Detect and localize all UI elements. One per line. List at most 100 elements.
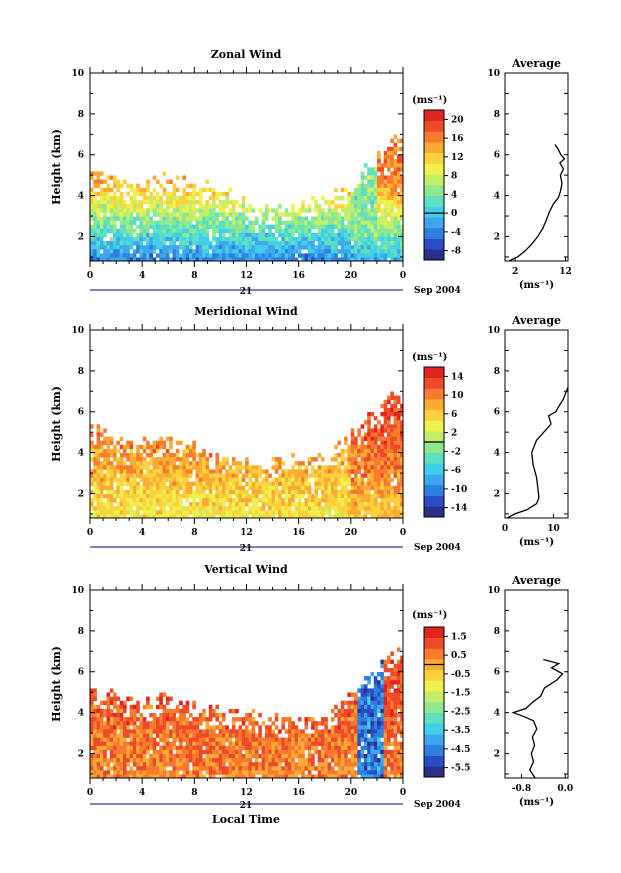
heatmap-cell: [162, 774, 167, 778]
heatmap-cell: [400, 448, 403, 454]
heatmap-cell: [370, 749, 375, 755]
heatmap-cell: [136, 700, 140, 706]
heatmap-cell: [116, 457, 120, 462]
heatmap-cell: [189, 749, 193, 755]
heatmap-cell: [330, 494, 335, 499]
heatmap-cell: [106, 461, 111, 466]
heatmap-cell: [185, 237, 190, 242]
heatmap-cell: [136, 457, 140, 462]
heatmap-cell: [390, 448, 394, 454]
date-label: Sep 2004: [414, 286, 461, 296]
heatmap-cell: [347, 457, 351, 462]
heatmap-cell: [208, 204, 213, 209]
heatmap-cell: [185, 708, 190, 714]
heatmap-cell: [159, 758, 163, 763]
heatmap-cell: [271, 514, 276, 518]
heatmap-cell: [261, 510, 266, 515]
heatmap-cell: [264, 212, 269, 217]
heatmap-cell: [255, 766, 259, 771]
heatmap-cell: [132, 704, 137, 710]
heatmap-cell: [274, 762, 279, 767]
heatmap-cell: [126, 249, 130, 254]
heatmap-cell: [119, 257, 124, 261]
heatmap-cell: [109, 506, 114, 511]
heatmap-cell: [304, 489, 309, 495]
heatmap-cell: [185, 469, 190, 474]
heatmap-cell: [185, 489, 190, 495]
heatmap-cell: [205, 733, 210, 738]
heatmap-cell: [156, 481, 160, 487]
heatmap-cell: [172, 208, 177, 213]
heatmap-cell: [288, 469, 292, 474]
heatmap-cell: [278, 457, 282, 462]
heatmap-cell: [347, 737, 351, 742]
heatmap-cell: [330, 249, 335, 254]
heatmap-cell: [93, 241, 97, 246]
heatmap-cell: [380, 179, 384, 184]
heatmap-cell: [123, 253, 127, 258]
heatmap-cell: [119, 453, 124, 458]
heatmap-cell: [175, 257, 180, 261]
heatmap-cell: [350, 237, 355, 242]
heatmap-cell: [363, 191, 368, 197]
heatmap-cell: [324, 758, 328, 763]
heatmap-cell: [175, 232, 180, 238]
heatmap-cell: [321, 232, 325, 238]
heatmap-cell: [139, 241, 144, 246]
heatmap-cell: [208, 498, 213, 503]
heatmap-cell: [189, 770, 193, 775]
heatmap-cell: [113, 224, 117, 230]
heatmap-cell: [208, 754, 213, 759]
heatmap-cell: [165, 502, 170, 507]
heatmap-cell: [139, 473, 144, 478]
heatmap-cell: [185, 444, 190, 450]
heatmap-cell: [324, 469, 328, 474]
heatmap-cell: [245, 494, 249, 499]
heatmap-cell: [261, 494, 266, 499]
heatmap-cell: [228, 741, 233, 747]
heatmap-cell: [380, 249, 384, 254]
heatmap-cell: [301, 766, 305, 771]
heatmap-cell: [172, 228, 177, 234]
heatmap-cell: [99, 196, 104, 201]
heatmap-cell: [99, 774, 104, 778]
heatmap-cell: [208, 494, 213, 499]
heatmap-cell: [360, 766, 365, 771]
heatmap-cell: [225, 469, 229, 474]
heatmap-cell: [106, 704, 111, 710]
heatmap-cell: [109, 749, 114, 755]
heatmap-cell: [192, 453, 196, 458]
heatmap-cell: [106, 457, 111, 462]
heatmap-cell: [390, 453, 394, 458]
heatmap-cell: [367, 187, 371, 193]
heatmap-cell: [363, 237, 368, 242]
heatmap-cell: [321, 510, 325, 515]
heatmap-cell: [314, 489, 318, 495]
heatmap-cell: [116, 737, 120, 742]
heatmap-cell: [367, 498, 371, 503]
heatmap-cell: [179, 725, 183, 730]
heatmap-cell: [347, 237, 351, 242]
heatmap-cell: [208, 745, 213, 751]
heatmap-cell: [103, 428, 107, 433]
heatmap-cell: [96, 741, 101, 747]
heatmap-cell: [274, 249, 279, 254]
heatmap-cell: [400, 741, 403, 747]
y-tick-label: 2: [78, 232, 84, 242]
heatmap-cell: [235, 237, 239, 242]
heatmap-cell: [291, 481, 295, 487]
heatmap-cell: [330, 741, 335, 747]
heatmap-cell: [354, 465, 358, 470]
heatmap-cell: [162, 444, 167, 450]
heatmap-cell: [182, 770, 186, 775]
heatmap-cell: [238, 729, 243, 734]
heatmap-cell: [377, 249, 381, 254]
heatmap-cell: [218, 729, 223, 734]
heatmap-cell: [387, 684, 391, 689]
heatmap-cell: [182, 220, 186, 225]
heatmap-cell: [162, 191, 167, 197]
heatmap-cell: [390, 717, 394, 722]
heatmap-cell: [238, 469, 243, 474]
heatmap-cell: [363, 461, 368, 466]
heatmap-cell: [123, 745, 127, 751]
